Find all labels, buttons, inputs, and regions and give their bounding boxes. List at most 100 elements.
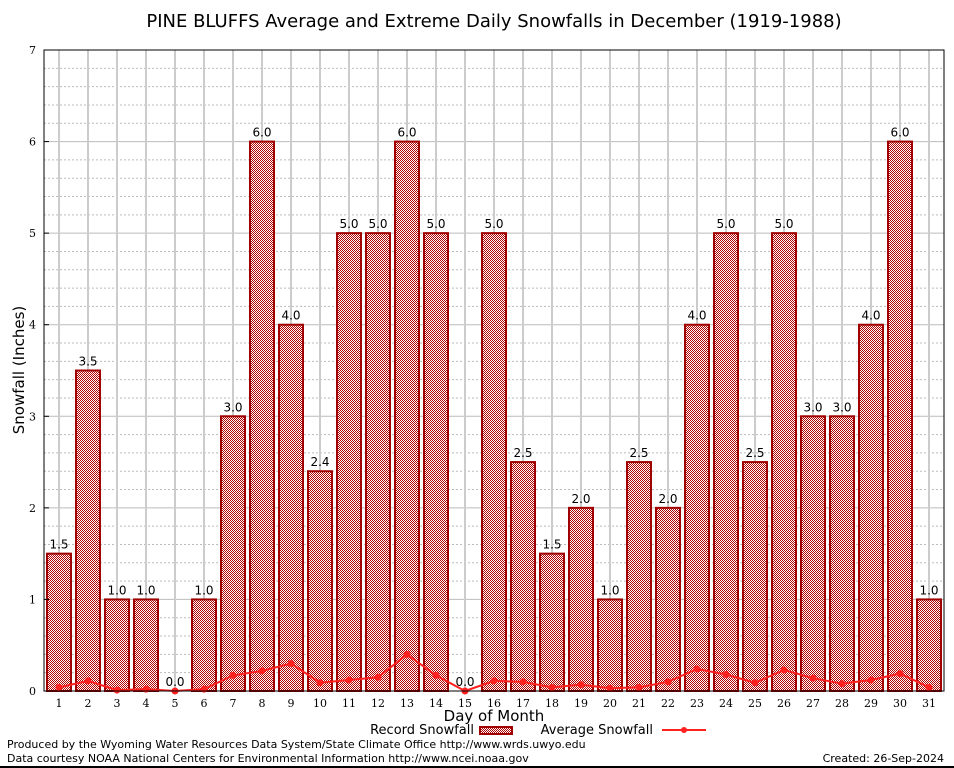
x-tick-label: 25 (748, 697, 762, 710)
x-tick-label: 10 (313, 697, 327, 710)
x-tick-label: 23 (690, 697, 704, 710)
y-tick-label: 6 (29, 136, 36, 149)
legend-record-label: Record Snowfall (370, 723, 474, 738)
average-line (55, 650, 933, 695)
average-point-day-19 (577, 681, 585, 689)
x-tick-label: 28 (835, 697, 849, 710)
average-point-day-29 (867, 676, 875, 684)
average-point-day-16 (490, 677, 498, 685)
footer-credit-2: Data courtesy NOAA National Centers for … (7, 752, 529, 765)
y-axis-label: Snowfall (Inches) (10, 306, 28, 434)
x-tick-label: 15 (458, 697, 472, 710)
bar-day-4 (133, 598, 159, 693)
created-date: Created: 26-Sep-2024 (822, 752, 944, 765)
average-point-day-6 (200, 685, 208, 693)
bar-label-day-22: 2.0 (658, 492, 677, 506)
x-tick-label: 22 (661, 697, 675, 710)
bar-day-22 (655, 506, 681, 692)
bar-day-10 (307, 470, 333, 692)
average-point-day-24 (722, 671, 730, 679)
bar-label-day-11: 5.0 (339, 217, 358, 231)
bar-day-29 (858, 323, 884, 692)
legend-average-marker (681, 727, 687, 733)
average-point-day-2 (84, 677, 92, 685)
y-tick-label: 5 (29, 227, 36, 240)
legend-average-label: Average Snowfall (541, 723, 653, 738)
y-tick-label: 3 (29, 410, 36, 423)
x-tick-label: 30 (893, 697, 907, 710)
bar-label-day-3: 1.0 (107, 583, 126, 597)
x-tick-label: 3 (114, 697, 121, 710)
x-tick-label: 31 (922, 697, 936, 710)
bar-day-27 (800, 415, 826, 692)
x-tick-label: 9 (288, 697, 295, 710)
average-point-day-4 (142, 685, 150, 693)
bar-label-day-31: 1.0 (919, 583, 938, 597)
bar-label-day-9: 4.0 (281, 309, 300, 323)
bar-day-17 (510, 461, 536, 693)
bar-day-11 (336, 232, 362, 692)
average-point-day-20 (606, 684, 614, 692)
average-point-day-13 (403, 650, 411, 658)
x-tick-label: 21 (632, 697, 646, 710)
x-tick-label: 2 (85, 697, 92, 710)
bar-day-26 (771, 232, 797, 692)
bar-label-day-14: 5.0 (426, 217, 445, 231)
bar-label-day-18: 1.5 (542, 538, 561, 552)
bar-day-18 (539, 552, 565, 693)
bar-label-day-15: 0.0 (455, 675, 474, 689)
bar-label-day-10: 2.4 (310, 455, 329, 469)
bar-label-day-13: 6.0 (397, 126, 416, 140)
x-tick-label: 19 (574, 697, 588, 710)
bar-label-day-17: 2.5 (513, 446, 532, 460)
average-point-day-1 (55, 683, 63, 691)
bar-day-1 (46, 552, 72, 693)
bars: 1.5 3.5 1.0 1.0 0.0 1.0 3.0 6.0 4.0 2.4 5.0 5.0 6.0 5… (46, 126, 942, 693)
average-point-day-9 (287, 660, 295, 668)
x-axis-label: Day of Month (444, 707, 545, 725)
x-tick-label: 4 (143, 697, 150, 710)
legend-record-swatch (479, 726, 513, 735)
x-tick-label: 13 (400, 697, 414, 710)
x-tick-label: 1 (56, 697, 63, 710)
x-tick-label: 27 (806, 697, 820, 710)
average-point-day-10 (316, 679, 324, 687)
y-tick-label: 7 (29, 44, 36, 57)
bar-label-day-23: 4.0 (687, 309, 706, 323)
x-tick-label: 8 (259, 697, 266, 710)
bar-label-day-4: 1.0 (136, 583, 155, 597)
y-tick-label: 4 (29, 319, 36, 332)
bar-label-day-7: 3.0 (223, 400, 242, 414)
bar-label-day-20: 1.0 (600, 583, 619, 597)
bar-day-7 (220, 415, 246, 692)
bar-label-day-1: 1.5 (49, 538, 68, 552)
average-point-day-3 (113, 686, 121, 694)
bar-label-day-8: 6.0 (252, 126, 271, 140)
bar-label-day-30: 6.0 (890, 126, 909, 140)
legend: Record Snowfall Average Snowfall (370, 723, 706, 738)
bar-day-23 (684, 323, 710, 692)
bar-label-day-28: 3.0 (832, 400, 851, 414)
bar-label-day-27: 3.0 (803, 400, 822, 414)
average-point-day-30 (896, 670, 904, 678)
bar-label-day-19: 2.0 (571, 492, 590, 506)
x-tick-label: 6 (201, 697, 208, 710)
bar-label-day-21: 2.5 (629, 446, 648, 460)
bar-label-day-26: 5.0 (774, 217, 793, 231)
bar-day-30 (887, 140, 913, 693)
average-point-day-25 (751, 679, 759, 687)
bar-label-day-6: 1.0 (194, 583, 213, 597)
bar-day-8 (249, 140, 275, 693)
bar-day-6 (191, 598, 217, 693)
bar-day-21 (626, 461, 652, 693)
x-tick-label: 11 (342, 697, 356, 710)
bar-day-25 (742, 461, 768, 693)
bar-day-24 (713, 232, 739, 692)
bar-label-day-2: 3.5 (78, 355, 97, 369)
average-point-day-12 (374, 673, 382, 681)
bar-day-9 (278, 323, 304, 692)
plot-frame (43, 49, 945, 692)
average-point-day-21 (635, 683, 643, 691)
